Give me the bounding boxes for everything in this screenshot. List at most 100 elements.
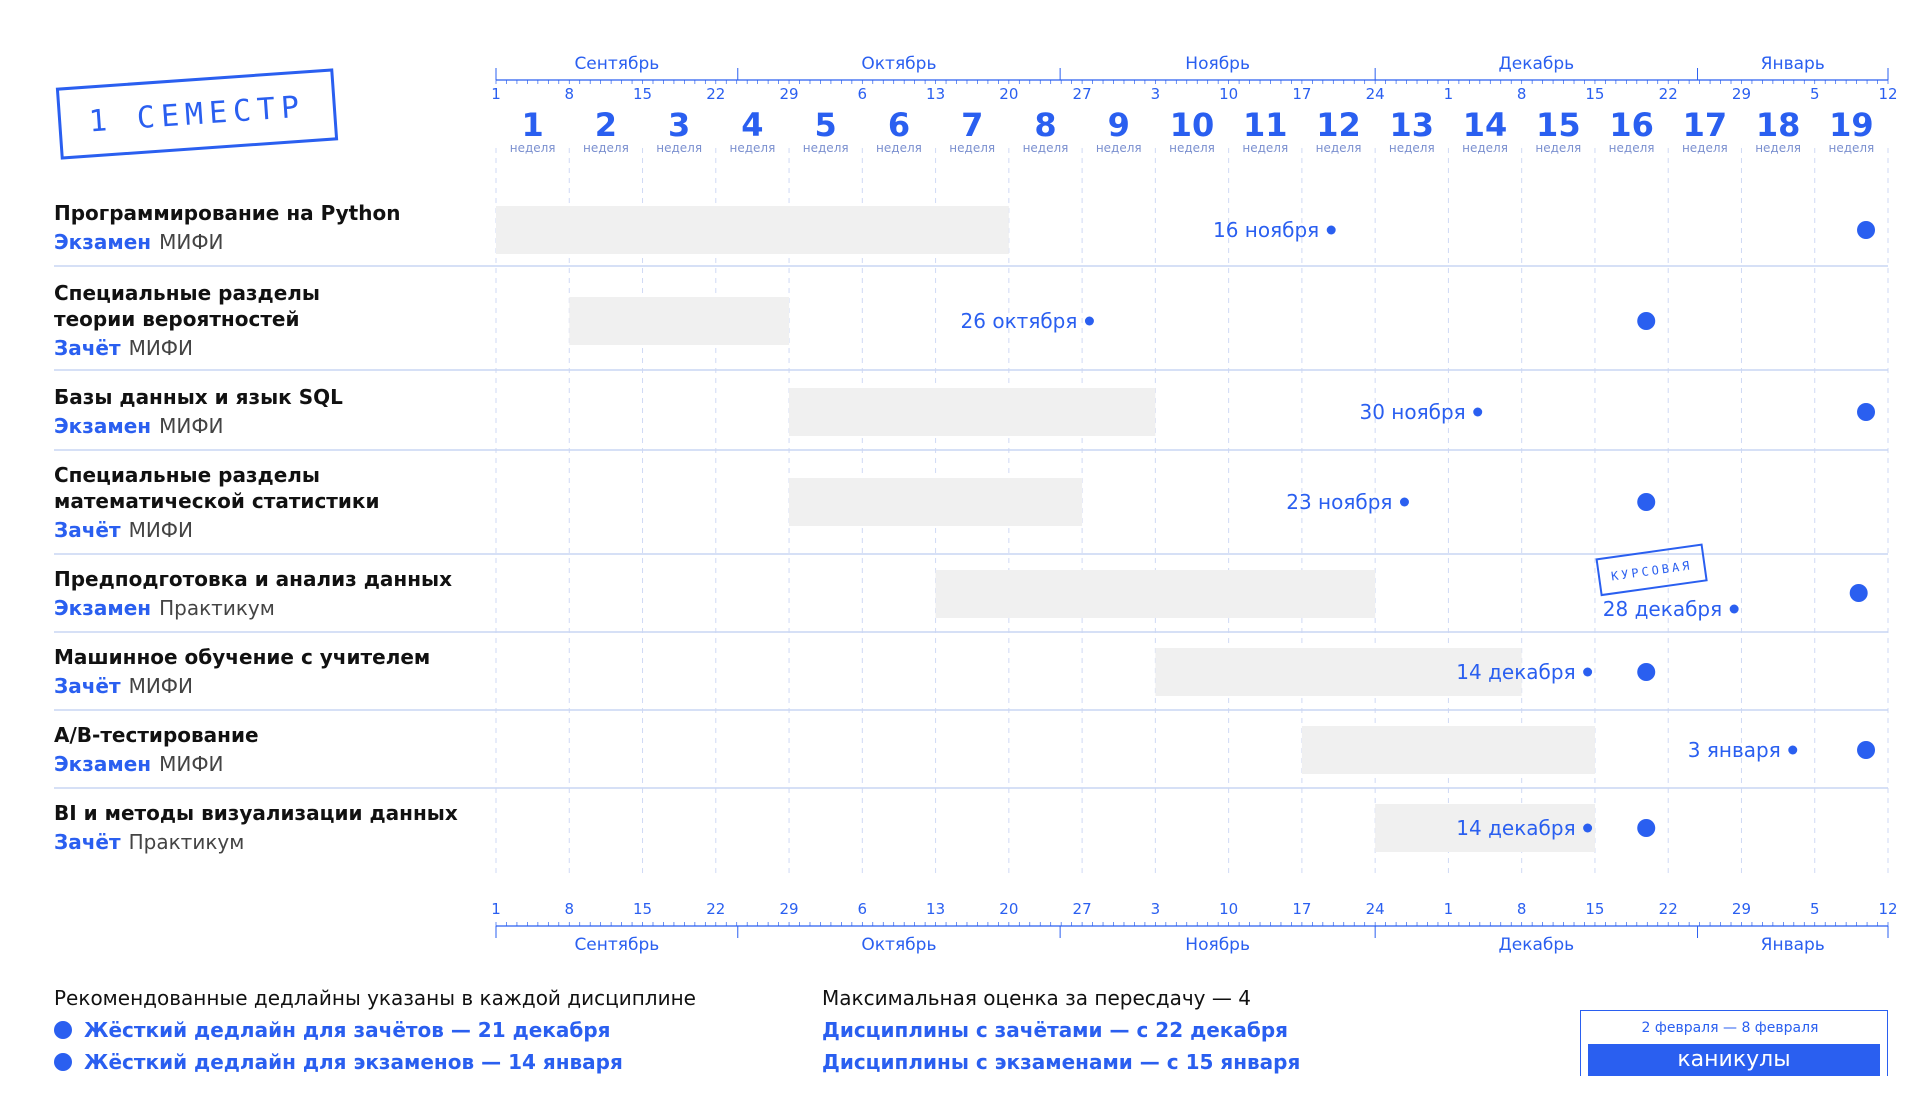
hard-deadline-dot <box>1637 312 1656 330</box>
week-number: 16 <box>1609 106 1654 144</box>
coursework-stamp: КУРСОВАЯ <box>1595 543 1708 597</box>
subject-organization: МИФИ <box>159 230 224 254</box>
course-bar <box>1301 726 1595 774</box>
subject-title: теории вероятностей <box>54 307 300 331</box>
date-tick-label: 6 <box>858 900 868 918</box>
date-tick-label: 15 <box>1585 900 1604 918</box>
recommended-deadline-dot <box>1399 497 1409 507</box>
week-number: 8 <box>1034 106 1056 144</box>
month-label: Ноябрь <box>1185 935 1250 955</box>
month-label: Октябрь <box>861 935 936 955</box>
subject-row-label: Базы данных и язык SQL Экзамен МИФИ <box>54 384 474 438</box>
vacation-dates: 2 февраля — 8 февраля <box>1641 1020 1819 1036</box>
subject-title: Специальные разделы <box>54 281 321 305</box>
vacation-label: каникулы <box>1588 1044 1880 1076</box>
subject-assessment-type: Зачёт <box>54 674 121 698</box>
subject-title: BI и методы визуализации данных <box>54 801 458 825</box>
date-tick-label: 27 <box>1073 85 1092 103</box>
date-tick-label: 1 <box>491 85 501 103</box>
date-tick-label: 15 <box>633 85 652 103</box>
date-tick-label: 10 <box>1219 900 1238 918</box>
course-bar <box>789 388 1156 436</box>
week-number: 14 <box>1463 106 1508 144</box>
course-bar <box>1375 804 1595 852</box>
vacation-frame <box>1580 1010 1888 1076</box>
week-number: 11 <box>1243 106 1288 144</box>
subject-organization: МИФИ <box>159 752 224 776</box>
legend-item-exam-retake: Дисциплины с экзаменами — с 15 января <box>822 1050 1301 1074</box>
semester-stamp-text: 1 СЕМЕСТР <box>87 88 307 140</box>
deadline-label: 30 ноября <box>1360 400 1466 424</box>
subject-meta: Экзамен МИФИ <box>54 414 474 438</box>
week-number: 4 <box>741 106 763 144</box>
course-bar <box>569 297 790 345</box>
week-number: 19 <box>1829 106 1874 144</box>
hard-deadline-dot <box>1857 741 1876 759</box>
week-number: 1 <box>521 106 543 144</box>
subject-meta: Зачёт МИФИ <box>54 518 474 542</box>
subject-row-label: A/B-тестирование Экзамен МИФИ <box>54 722 474 776</box>
subject-assessment-type: Экзамен <box>54 752 152 776</box>
legend-item-exam-deadline: Жёсткий дедлайн для экзаменов — 14 январ… <box>54 1046 696 1078</box>
subject-meta: Экзамен МИФИ <box>54 230 474 254</box>
coursework-stamp-frame <box>1595 543 1708 597</box>
week-number: 3 <box>668 106 690 144</box>
recommended-deadline-dot <box>1473 407 1483 417</box>
week-word: неделя <box>1462 141 1508 155</box>
month-label: Декабрь <box>1498 54 1574 74</box>
subject-assessment-type: Зачёт <box>54 336 121 360</box>
deadline-label: 14 декабря <box>1456 816 1575 840</box>
date-tick-label: 10 <box>1219 85 1238 103</box>
week-word: неделя <box>1169 141 1215 155</box>
week-number: 10 <box>1170 106 1215 144</box>
week-number: 17 <box>1683 106 1728 144</box>
date-tick-label: 29 <box>780 85 799 103</box>
subject-title: Предподготовка и анализ данных <box>54 567 452 591</box>
week-word: неделя <box>1023 141 1069 155</box>
date-tick-label: 22 <box>1659 900 1678 918</box>
week-word: неделя <box>1389 141 1435 155</box>
week-word: неделя <box>1242 141 1288 155</box>
course-bar <box>935 570 1376 618</box>
week-number: 7 <box>961 106 983 144</box>
subject-assessment-type: Зачёт <box>54 518 121 542</box>
subject-organization: МИФИ <box>128 518 193 542</box>
month-label: Декабрь <box>1498 935 1574 955</box>
subject-row-label: Специальные разделы теории вероятностей За… <box>54 280 474 360</box>
date-tick-label: 13 <box>926 900 945 918</box>
subject-organization: Практикум <box>128 830 245 854</box>
subject-assessment-type: Зачёт <box>54 830 121 854</box>
date-tick-label: 27 <box>1073 900 1092 918</box>
date-tick-label: 12 <box>1878 85 1897 103</box>
date-tick-label: 3 <box>1151 900 1161 918</box>
subject-organization: Практикум <box>159 596 275 620</box>
deadline-label: 23 ноября <box>1286 490 1392 514</box>
date-tick-label: 5 <box>1810 900 1820 918</box>
week-word: неделя <box>583 141 629 155</box>
subject-organization: МИФИ <box>128 674 193 698</box>
subject-title: A/B-тестирование <box>54 723 259 747</box>
subject-row-label: Специальные разделы математической статис… <box>54 462 474 542</box>
subject-title: математической статистики <box>54 489 380 513</box>
subject-title: Специальные разделы <box>54 463 321 487</box>
week-word: неделя <box>656 141 702 155</box>
date-tick-label: 6 <box>858 85 868 103</box>
date-tick-label: 8 <box>564 900 574 918</box>
subject-title: Базы данных и язык SQL <box>54 385 343 409</box>
subject-organization: МИФИ <box>128 336 193 360</box>
date-tick-label: 17 <box>1292 85 1311 103</box>
date-tick-label: 8 <box>1517 900 1527 918</box>
date-tick-label: 20 <box>999 900 1018 918</box>
legend-item-text: Жёсткий дедлайн для экзаменов — 14 январ… <box>84 1050 623 1074</box>
week-word: неделя <box>1609 141 1655 155</box>
week-number: 18 <box>1756 106 1801 144</box>
recommended-deadline-dot <box>1583 667 1593 677</box>
coursework-stamp-text: КУРСОВАЯ <box>1610 558 1693 583</box>
week-word: неделя <box>1682 141 1728 155</box>
date-tick-label: 15 <box>633 900 652 918</box>
legend-right-title: Максимальная оценка за пересдачу — 4 <box>822 986 1251 1010</box>
hard-deadline-dot <box>1857 221 1876 239</box>
deadline-label: 28 декабря <box>1603 597 1722 621</box>
week-word: неделя <box>1535 141 1581 155</box>
